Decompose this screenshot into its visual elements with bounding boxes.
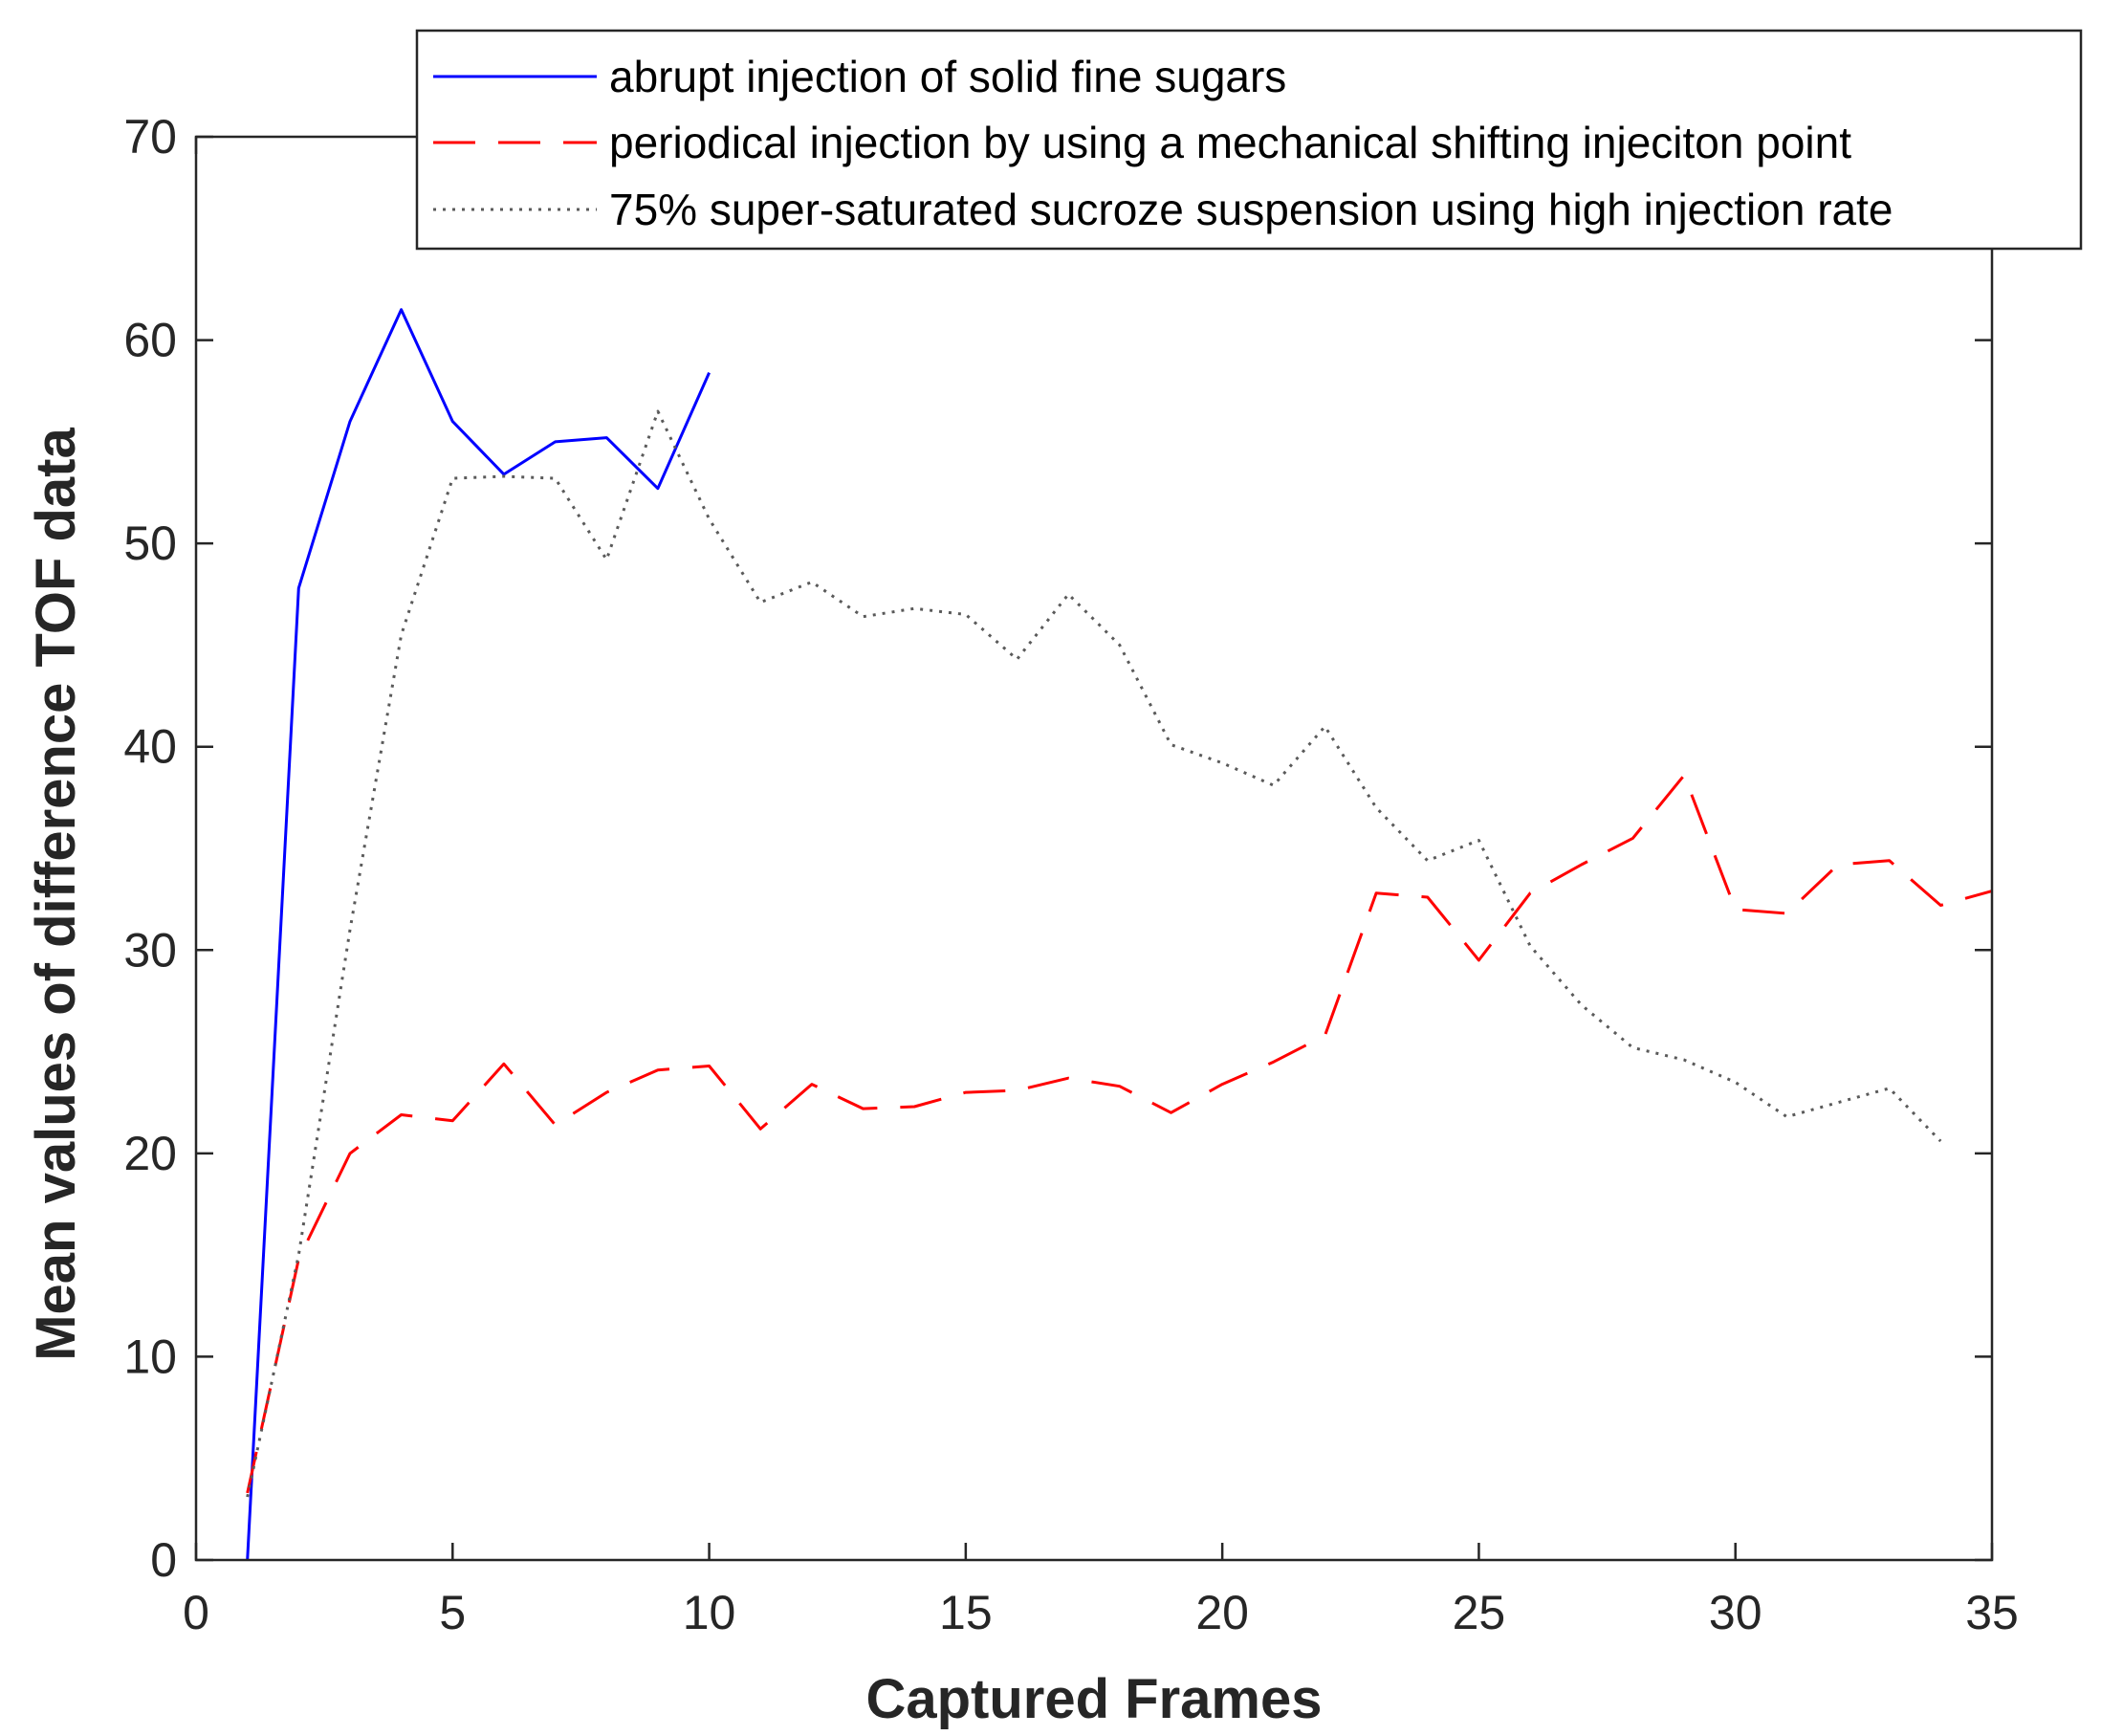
legend: abrupt injection of solid fine sugars pe… — [415, 29, 2083, 251]
x-tick-label: 15 — [939, 1586, 993, 1639]
x-tick-label: 35 — [1965, 1586, 2019, 1639]
x-axis-label: Captured Frames — [865, 1668, 1322, 1730]
series-line-abrupt — [246, 308, 711, 1561]
y-tick-label: 20 — [123, 1127, 177, 1180]
legend-box — [415, 29, 2083, 251]
y-tick-label: 70 — [123, 110, 177, 164]
legend-label-periodical: periodical injection by using a mechanic… — [609, 118, 1851, 167]
y-tick-label: 40 — [123, 720, 177, 774]
x-tick-label: 25 — [1453, 1586, 1506, 1639]
series-line-supersaturated — [246, 409, 1942, 1498]
y-axis-label: Mean values of difference TOF data — [25, 428, 87, 1361]
y-tick-label: 30 — [123, 923, 177, 977]
plot-area — [196, 137, 1992, 1560]
series-layer — [246, 308, 1993, 1561]
series-line-periodical — [246, 774, 1993, 1494]
x-tick-label: 10 — [683, 1586, 736, 1639]
x-tick-label: 30 — [1709, 1586, 1762, 1639]
x-tick-label: 5 — [439, 1586, 466, 1639]
legend-label-abrupt: abrupt injection of solid fine sugars — [609, 52, 1286, 101]
y-tick-label: 0 — [150, 1533, 177, 1587]
y-tick-label: 10 — [123, 1329, 177, 1383]
y-tick-label: 50 — [123, 516, 177, 570]
x-tick-label: 0 — [183, 1586, 209, 1639]
y-tick-label: 60 — [123, 314, 177, 367]
legend-label-supersaturated: 75% super-saturated sucroze suspension u… — [609, 185, 1893, 234]
x-tick-label: 20 — [1195, 1586, 1249, 1639]
